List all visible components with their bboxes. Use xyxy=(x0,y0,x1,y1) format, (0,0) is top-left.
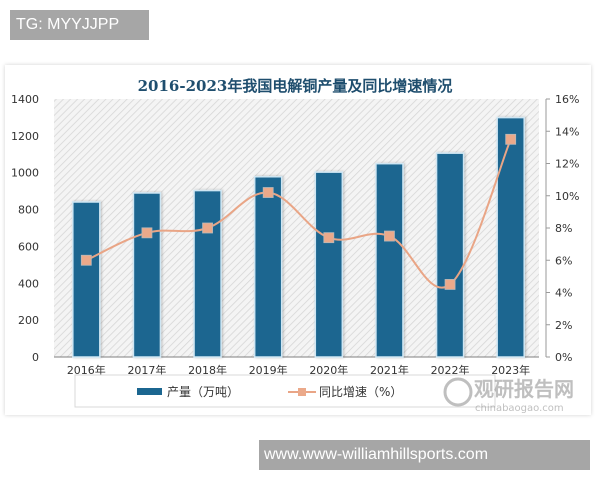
legend: 产量（万吨） 同比增速（%） xyxy=(74,374,496,408)
legend-line-label: 同比增速（%） xyxy=(319,385,402,399)
left-tick-label: 1000 xyxy=(11,167,39,180)
x-tick-label: 2018年 xyxy=(188,363,227,377)
legend-line-marker xyxy=(298,388,306,396)
brand-name: 观研报告网 xyxy=(474,377,574,401)
brand-watermark: 观研报告网 chinabaogao.com xyxy=(443,377,574,414)
x-tick-label: 2022年 xyxy=(431,363,470,377)
left-tick-label: 1400 xyxy=(11,93,39,106)
x-tick-label: 2019年 xyxy=(249,363,288,377)
legend-bar-swatch xyxy=(137,388,162,395)
line-markers xyxy=(80,133,517,290)
bar-2018年 xyxy=(193,189,222,358)
bar-2023年 xyxy=(496,116,525,358)
right-tick-label: 14% xyxy=(555,125,579,138)
bar-2020年 xyxy=(314,171,344,358)
marker-2020年 xyxy=(323,232,335,244)
marker-2019年 xyxy=(262,187,274,198)
marker-2016年 xyxy=(80,254,92,266)
plot-area-background xyxy=(54,99,539,357)
bar-2016年 xyxy=(72,201,101,358)
right-axis: 0% 2% 4% 6% 8% 10% 12% 14% 16% xyxy=(546,93,579,364)
marker-2017年 xyxy=(141,227,153,239)
right-tick-label: 8% xyxy=(555,222,572,235)
brand-url: chinabaogao.com xyxy=(475,403,564,414)
bar-2019年 xyxy=(253,176,283,358)
right-tick-label: 6% xyxy=(555,254,572,267)
left-tick-label: 400 xyxy=(18,277,39,290)
right-tick-label: 2% xyxy=(555,319,572,332)
left-tick-label: 800 xyxy=(18,204,39,217)
right-tick-label: 10% xyxy=(555,190,579,203)
marker-2023年 xyxy=(505,133,517,145)
legend-bar-label: 产量（万吨） xyxy=(167,385,239,399)
watermark-tag-top: TG: MYYJJPP xyxy=(10,10,149,40)
left-tick-label: 0 xyxy=(32,351,39,364)
bar-2021年 xyxy=(375,162,404,358)
x-tick-label: 2020年 xyxy=(309,363,348,377)
x-axis-labels: 2016年 2017年 2018年 2019年 2020年 2021年 2022年 2023年 xyxy=(67,363,530,377)
right-tick-label: 4% xyxy=(555,287,572,300)
right-tick-label: 16% xyxy=(555,93,579,106)
x-tick-label: 2016年 xyxy=(67,363,106,377)
chart-title: 2016-2023年我国电解铜产量及同比增速情况 xyxy=(138,77,453,95)
right-tick-label: 12% xyxy=(555,158,579,171)
right-tick-label: 0% xyxy=(555,351,572,364)
marker-2022年 xyxy=(444,279,456,290)
left-tick-label: 200 xyxy=(18,314,39,327)
chart-svg: 2016-2023年我国电解铜产量及同比增速情况 0 200 400 600 800 10… xyxy=(11,77,579,414)
x-tick-label: 2023年 xyxy=(491,363,530,377)
marker-2021年 xyxy=(384,230,395,242)
bar-2017年 xyxy=(132,192,162,358)
chart-panel: 2016-2023年我国电解铜产量及同比增速情况 0 200 400 600 800 10… xyxy=(5,65,591,415)
brand-logo-icon xyxy=(443,377,473,407)
bar-series xyxy=(72,116,525,358)
x-tick-label: 2021年 xyxy=(370,363,409,377)
left-axis: 0 200 400 600 800 1000 1200 1400 xyxy=(11,93,39,364)
x-tick-label: 2017年 xyxy=(127,363,166,377)
left-tick-label: 1200 xyxy=(11,130,39,143)
bar-2022年 xyxy=(435,152,465,358)
watermark-tag-bottom: www.www-williamhillsports.com xyxy=(259,440,590,470)
left-tick-label: 600 xyxy=(18,240,39,253)
marker-2018年 xyxy=(202,222,213,234)
